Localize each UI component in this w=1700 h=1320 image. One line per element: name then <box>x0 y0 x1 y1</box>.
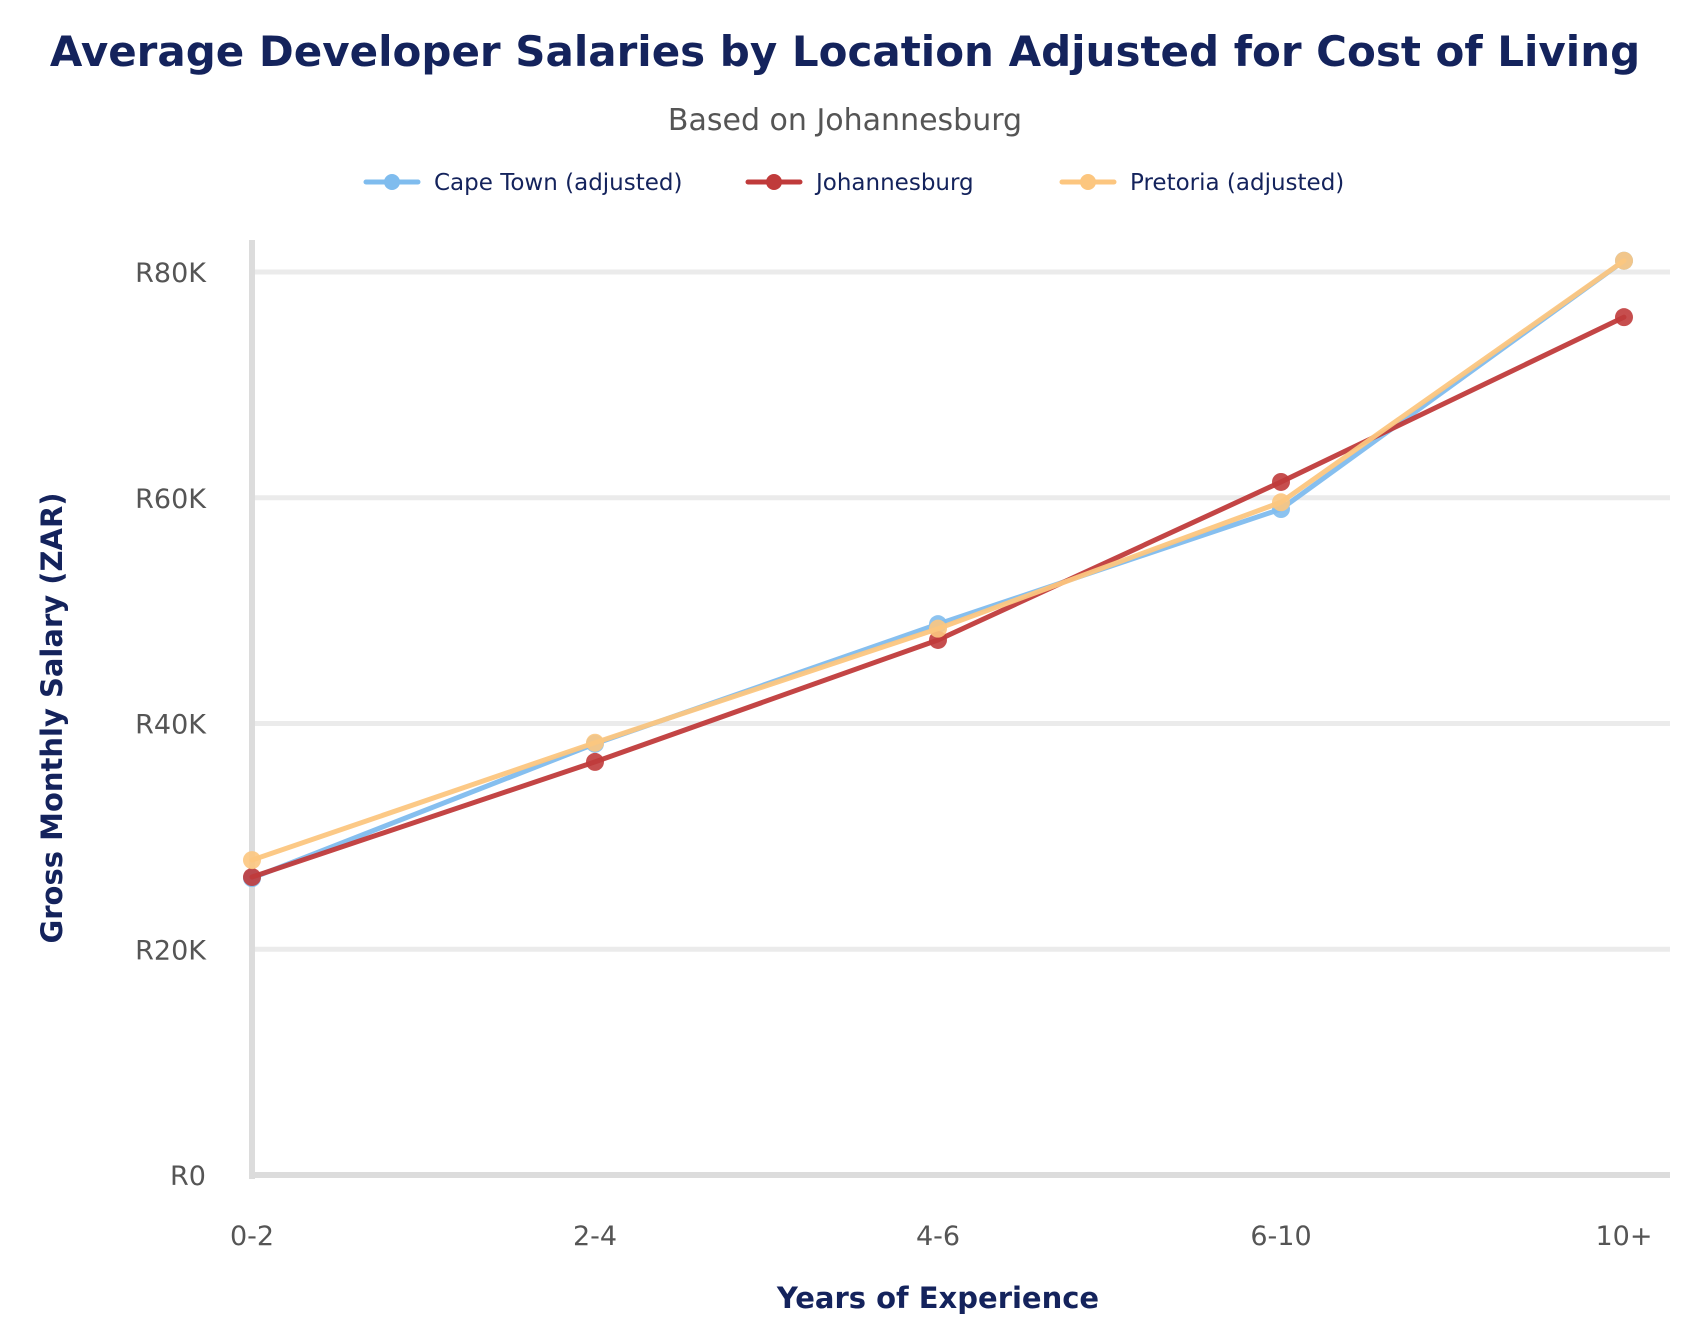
x-tick-label: 6-10 <box>1250 1221 1311 1252</box>
y-tick-label: R80K <box>135 258 207 289</box>
series-2 <box>243 251 1633 870</box>
legend-swatch-marker <box>384 174 400 190</box>
x-tick-label: 2-4 <box>573 1221 617 1252</box>
legend-swatch-marker <box>1080 174 1096 190</box>
legend-swatch-marker <box>766 174 782 190</box>
legend-item: Johannesburg <box>745 170 974 196</box>
axes <box>249 240 1670 1179</box>
chart-subtitle: Based on Johannesburg <box>668 103 1022 138</box>
legend: Cape Town (adjusted) Johannesburg Pretoria… <box>363 170 1344 196</box>
data-point <box>1615 308 1633 327</box>
x-axis-title: Years of Experience <box>776 1281 1099 1315</box>
data-point <box>586 733 604 752</box>
series-line <box>249 258 1627 863</box>
series-line <box>249 314 1627 880</box>
x-tick-labels: 0-2 2-4 4-6 6-10 10+ <box>230 1221 1653 1252</box>
legend-item: Pretoria (adjusted) <box>1059 170 1344 196</box>
x-tick-label: 10+ <box>1596 1221 1653 1252</box>
grid <box>252 269 1670 952</box>
y-tick-label: R40K <box>135 710 207 741</box>
x-tick-label: 0-2 <box>230 1221 274 1252</box>
x-tick-label: 4-6 <box>916 1221 960 1252</box>
y-tick-label: R20K <box>135 935 207 966</box>
y-tick-label: R0 <box>170 1161 206 1192</box>
y-tick-label: R60K <box>135 484 207 515</box>
legend-label: Pretoria (adjusted) <box>1130 170 1344 196</box>
series-line <box>249 258 1627 881</box>
y-axis-title: Gross Monthly Salary (ZAR) <box>35 492 69 943</box>
data-point <box>1272 493 1290 512</box>
data-point <box>243 868 261 887</box>
legend-item: Cape Town (adjusted) <box>363 170 683 196</box>
chart-title: Average Developer Salaries by Location A… <box>50 27 1640 76</box>
series-group <box>243 251 1633 888</box>
legend-label: Cape Town (adjusted) <box>434 170 683 196</box>
data-point <box>1615 251 1633 270</box>
data-point <box>586 752 604 771</box>
data-point <box>1272 472 1290 491</box>
data-point <box>243 851 261 870</box>
legend-label: Johannesburg <box>814 170 974 196</box>
data-point <box>929 619 947 638</box>
y-tick-labels: R0 R20K R40K R60K R80K <box>135 258 207 1192</box>
